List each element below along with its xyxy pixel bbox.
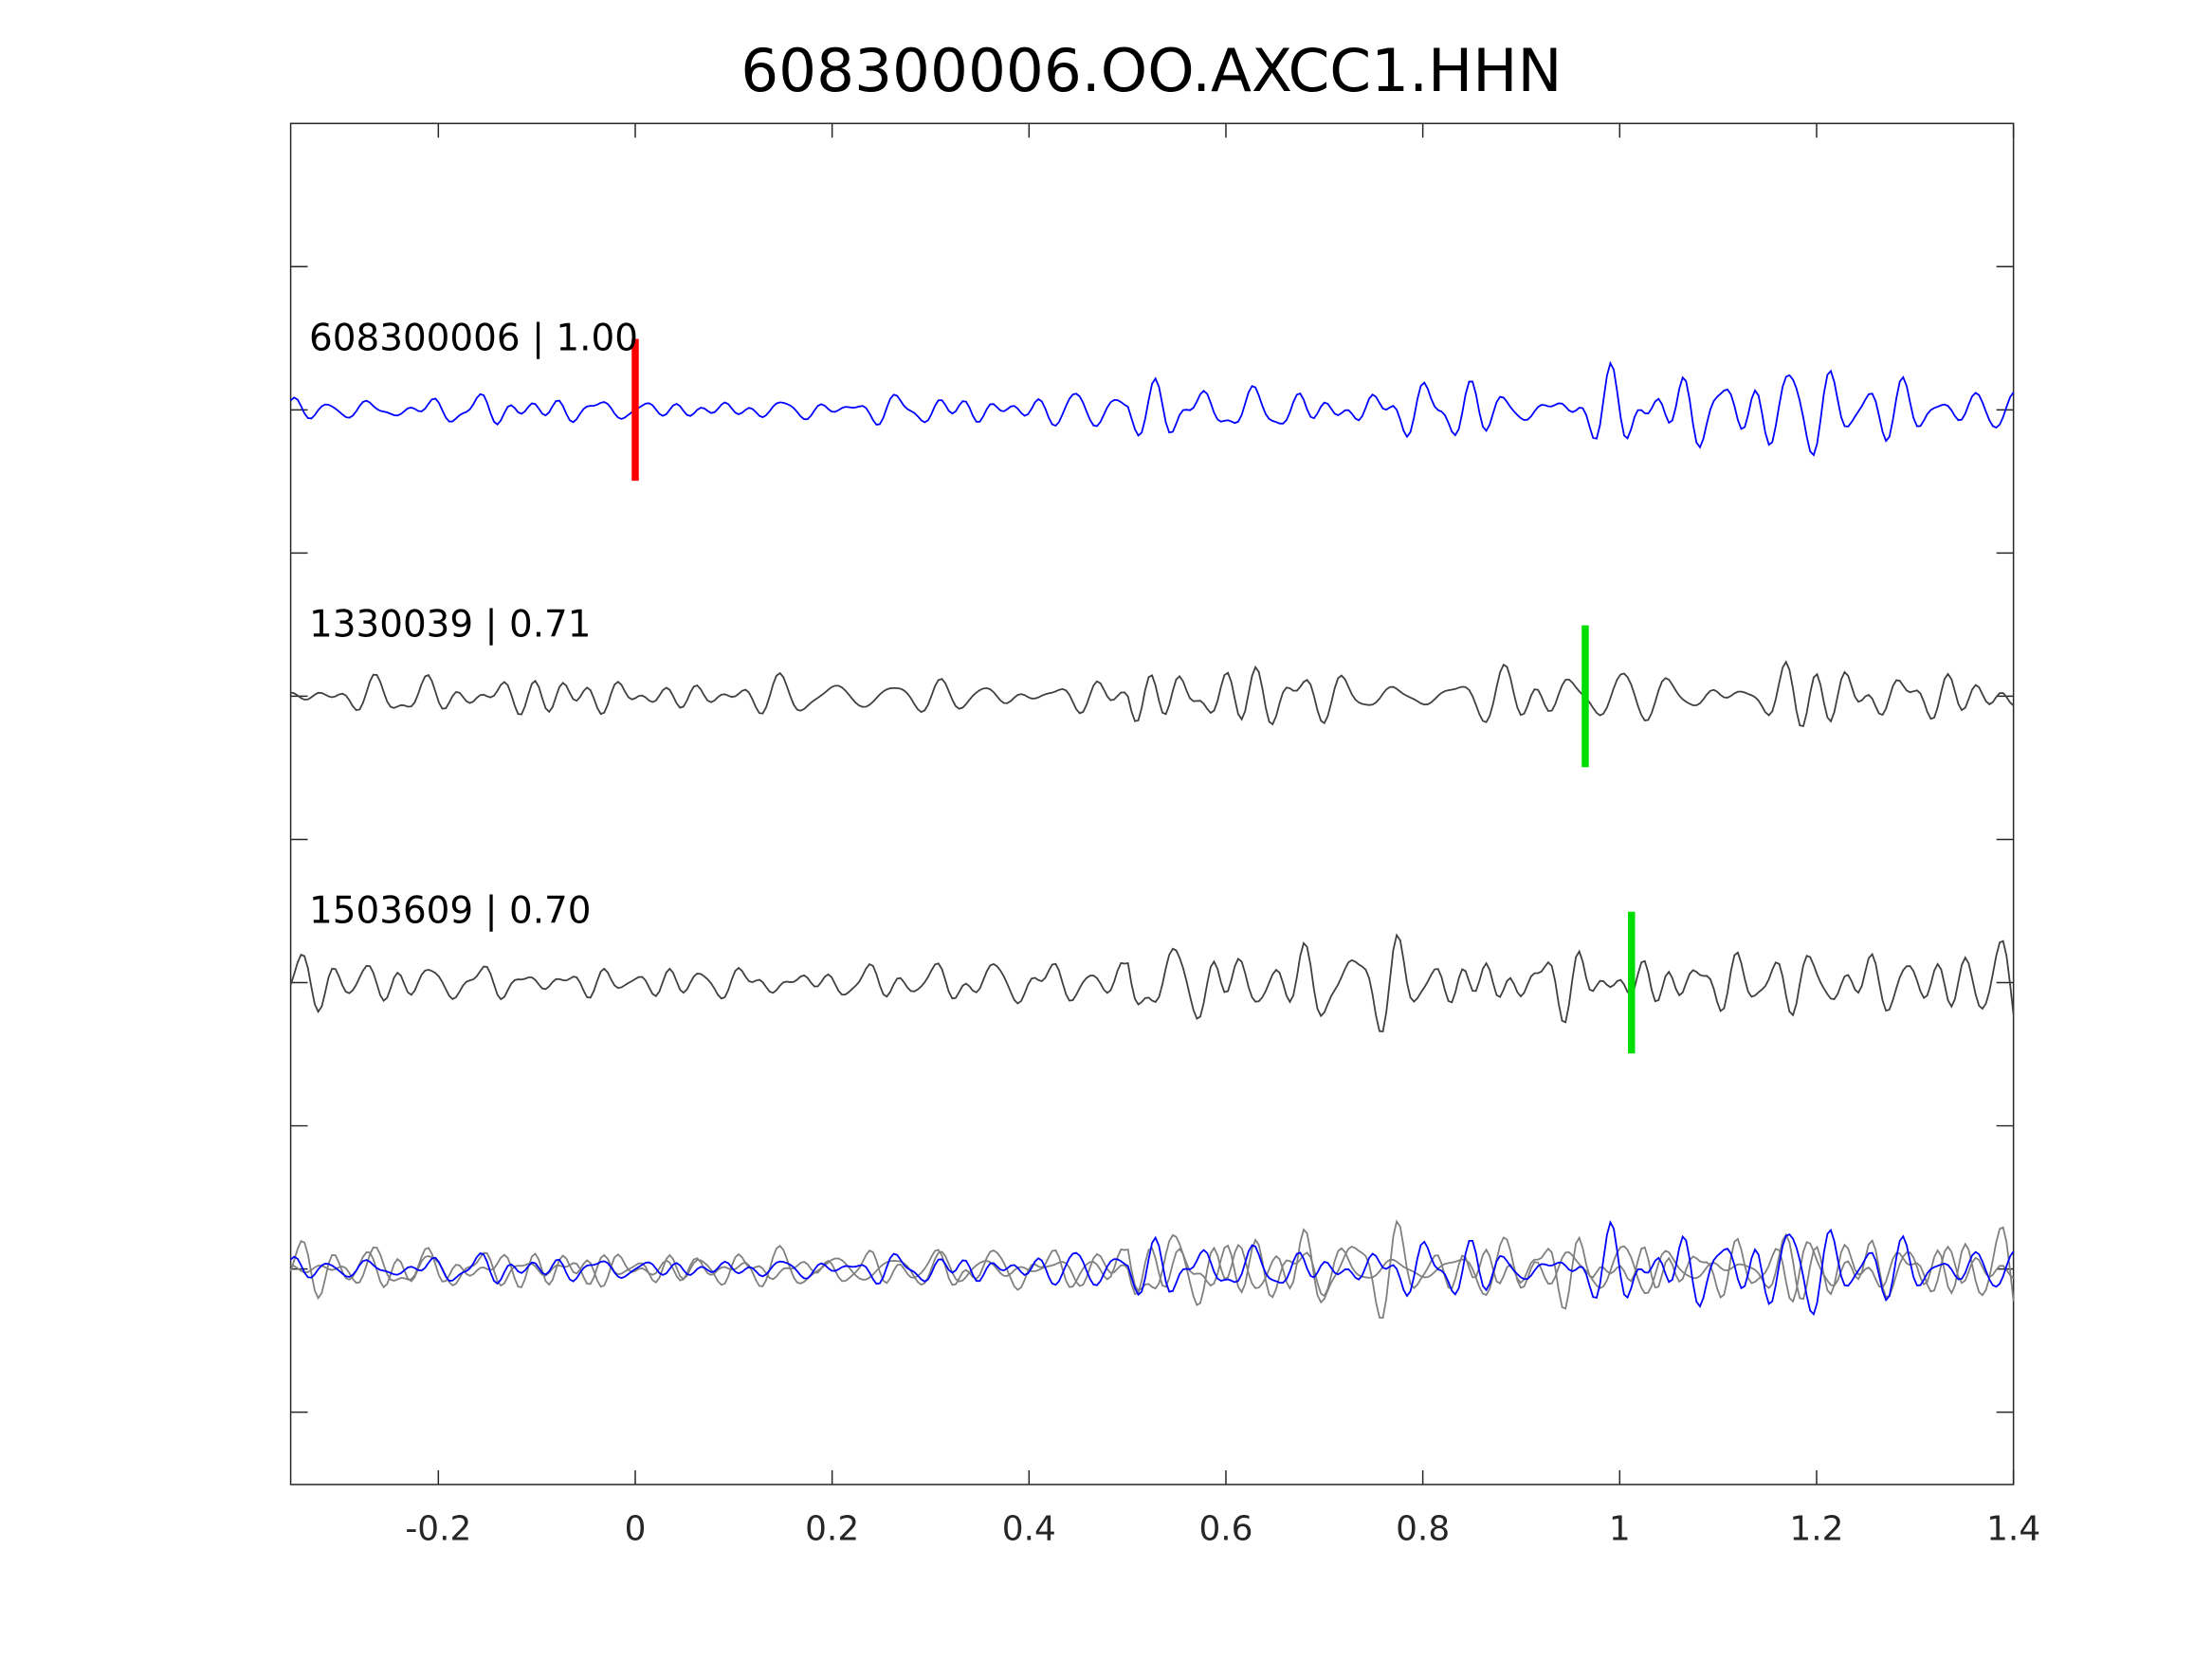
trace-label: 608300006 | 1.00 [309,318,638,360]
x-tick-label: 1.2 [1789,1509,1843,1548]
traces [289,360,2015,1032]
x-tick-label: 0.2 [805,1509,859,1548]
trace-line [290,660,2015,728]
plot-area [289,122,2015,1486]
trace-label: 1330039 | 0.71 [309,604,592,647]
trace-labels: 608300006 | 1.00 1330039 | 0.71 1503609 | … [309,318,638,933]
pick-markers [631,338,1636,1054]
overlay-trace-line [289,1219,2015,1317]
trace-line [289,933,2015,1032]
x-tick-label: 0.6 [1198,1509,1252,1548]
x-tick-label: 0 [625,1509,647,1548]
x-tick-label: -0.2 [405,1509,471,1548]
chart-title: 608300006.OO.AXCC1.HHN [740,36,1562,105]
x-tick-label: 0.8 [1396,1509,1450,1548]
overlay-trace-line [289,1219,2015,1319]
x-tick-label: 1 [1609,1509,1631,1548]
x-axis: -0.2 0 0.2 0.4 0.6 0.8 1 1.2 1.4 [405,123,2040,1548]
overlay-traces [289,1219,2015,1319]
trace-label: 1503609 | 0.70 [309,890,592,933]
x-tick-label: 0.4 [1002,1509,1056,1548]
overlay-trace-line [290,1232,2015,1301]
y-axis [290,265,2014,1413]
x-tick-label: 1.4 [1986,1509,2040,1548]
trace-line [289,360,2015,457]
